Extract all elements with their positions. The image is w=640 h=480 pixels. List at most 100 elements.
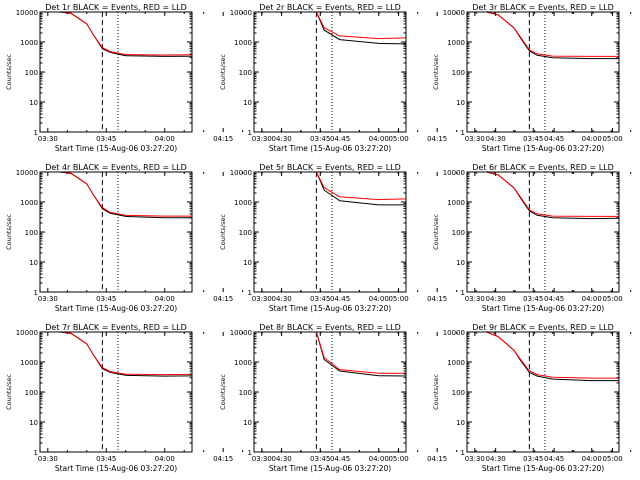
y-tick-label: 100 [25,69,38,77]
chart-title: Det 5r BLACK = Events, RED = LLD [259,163,401,172]
y-tick-label: 1 [248,129,252,137]
y-tick-label: 1 [34,129,38,137]
x-tick-label: 05:00 [602,135,622,143]
series-line-events [467,332,619,382]
x-axis-label: Start Time (15-Aug-06 03:27:20) [269,144,391,153]
series-line-lld [467,12,619,57]
x-tick-label: 04:45 [544,455,564,463]
x-tick-label: 04:15 [427,295,447,303]
y-tick-label: 1000 [20,199,38,207]
x-tick-label: 05:00 [388,455,408,463]
x-axis-label: Start Time (15-Aug-06 03:27:20) [482,144,604,153]
y-axis-label: Counts/sec [219,54,227,90]
x-tick-label: 03:45 [96,295,116,303]
x-tick-label: 03:30 [465,455,485,463]
y-tick-label: 1000 [20,39,38,47]
plot-frame [39,171,193,293]
x-tick-label: 04:15 [427,455,447,463]
series-line-lld [315,172,406,201]
y-tick-label: 1000 [447,39,465,47]
y-tick-label: 10 [29,99,38,107]
x-tick-label: 03:45 [96,135,116,143]
series-line-lld [40,12,192,56]
x-tick-label: 04:30 [486,455,506,463]
y-tick-label: 10 [29,419,38,427]
y-tick-label: 10000 [16,329,38,337]
y-tick-label: 1 [34,449,38,457]
y-tick-label: 10 [456,259,465,267]
series-line-lld [315,332,406,374]
series-line-events [315,332,406,377]
series-line-events [40,172,192,219]
x-axis-label: Start Time (15-Aug-06 03:27:20) [55,144,177,153]
x-tick-label: 04:45 [544,295,564,303]
x-tick-label: 04:00 [369,135,389,143]
y-tick-label: 100 [239,229,252,237]
x-tick-label: 03:45 [523,295,543,303]
x-tick-label: 03:30 [38,295,58,303]
y-tick-label: 10000 [16,169,38,177]
x-axis-label: Start Time (15-Aug-06 03:27:20) [482,304,604,313]
series-line-events [467,12,619,60]
y-tick-label: 100 [25,389,38,397]
plot-frame [253,171,407,293]
y-tick-label: 10000 [230,9,252,17]
x-axis-label: Start Time (15-Aug-06 03:27:20) [55,464,177,473]
x-tick-label: 04:15 [213,295,233,303]
x-tick-label: 05:00 [602,295,622,303]
y-tick-label: 10000 [443,9,465,17]
x-axis-label: Start Time (15-Aug-06 03:27:20) [269,464,391,473]
x-tick-label: 03:30 [465,135,485,143]
plot-frame [39,331,193,453]
y-tick-label: 10 [456,99,465,107]
x-tick-label: 04:00 [369,455,389,463]
chart-panel-7: 1 10 100 1000 10000 03:30 03:45 04:00 04:15 04:30… [5,323,409,473]
plot-frame [253,331,407,453]
y-tick-label: 10000 [443,169,465,177]
y-tick-label: 100 [239,389,252,397]
x-tick-label: 04:45 [330,455,350,463]
x-tick-label: 04:15 [427,135,447,143]
x-tick-label: 03:45 [310,455,330,463]
series-line-lld [40,332,192,376]
y-tick-label: 100 [25,229,38,237]
chart-panel-3: 11010010001000003:3003:4504:0004:1504:30… [432,3,632,153]
y-tick-label: 10 [243,99,252,107]
y-tick-label: 10000 [230,169,252,177]
y-tick-label: 1 [461,449,465,457]
x-tick-label: 03:45 [310,135,330,143]
x-tick-label: 04:30 [272,295,292,303]
y-tick-label: 100 [452,69,465,77]
y-tick-label: 100 [452,389,465,397]
x-tick-label: 04:00 [582,135,602,143]
y-axis-label: Counts/sec [432,214,440,250]
x-tick-label: 04:00 [155,295,175,303]
y-tick-label: 100 [239,69,252,77]
y-tick-label: 10 [29,259,38,267]
x-tick-label: 04:30 [486,135,506,143]
plot-frame [39,11,193,133]
x-tick-label: 03:30 [38,455,58,463]
series-line-lld [467,332,619,379]
series-line-events [40,332,192,377]
y-axis-label: Counts/sec [5,214,13,250]
chart-panel-5: 1 10 100 1000 10000 03:30 03:45 04:00 04:15 04:30… [219,163,623,313]
x-tick-label: 04:30 [272,455,292,463]
y-tick-label: 1 [461,129,465,137]
x-tick-label: 05:00 [388,135,408,143]
chart-panel-2: 1 10 100 1000 10000 03:30 03:45 04:00 04:15 04:30… [219,3,623,153]
x-tick-label: 03:45 [523,135,543,143]
y-tick-label: 1000 [447,359,465,367]
chart-panel-8: 1 10 100 1000 10000 03:30 03:45 04:00 04:15 04:30… [219,323,623,473]
chart-title: Det 7r BLACK = Events, RED = LLD [45,323,187,332]
y-tick-label: 100 [452,229,465,237]
y-tick-label: 10 [243,259,252,267]
x-tick-label: 03:30 [252,455,272,463]
y-tick-label: 1 [461,289,465,297]
chart-title: Det 2r BLACK = Events, RED = LLD [259,3,401,12]
series-line-lld [467,172,619,217]
series-line-events [467,172,619,220]
x-tick-label: 03:45 [523,455,543,463]
y-tick-label: 10000 [443,329,465,337]
